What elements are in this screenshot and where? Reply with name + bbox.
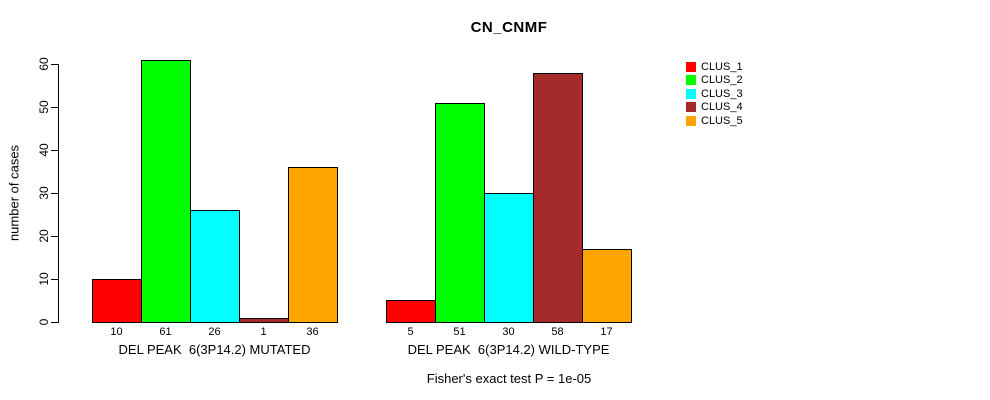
legend-label: CLUS_3 — [701, 87, 743, 100]
y-axis-tick — [51, 193, 58, 194]
y-axis-tick — [51, 64, 58, 65]
chart-title: CN_CNMF — [470, 19, 548, 36]
legend-item: CLUS_1 — [686, 60, 743, 74]
bar-value-label: 58 — [551, 326, 564, 338]
legend-swatch-clus_2 — [686, 75, 696, 86]
x-group-label: DEL PEAK 6(3P14.2) WILD-TYPE — [407, 342, 610, 357]
legend-swatch-clus_1 — [686, 61, 696, 72]
y-axis-tick-label: 40 — [37, 143, 51, 157]
bar-clus_3 — [484, 193, 534, 323]
y-axis-tick — [51, 236, 58, 237]
y-axis-label: number of cases — [6, 144, 22, 242]
legend-swatch-clus_5 — [686, 115, 696, 126]
bar-clus_5 — [288, 167, 338, 323]
bar-value-label: 30 — [502, 326, 515, 338]
y-axis-tick-label: 50 — [37, 100, 51, 114]
bar-clus_5 — [582, 249, 632, 323]
legend: CLUS_1 CLUS_2 CLUS_3 CLUS_4 CLUS_5 — [686, 60, 743, 128]
bar-value-label: 5 — [407, 326, 414, 338]
legend-label: CLUS_5 — [701, 114, 743, 127]
bar-value-label: 17 — [600, 326, 613, 338]
legend-label: CLUS_4 — [701, 101, 743, 114]
bar-value-label: 51 — [453, 326, 466, 338]
bar-clus_1 — [386, 300, 436, 323]
bar-value-label: 61 — [159, 326, 172, 338]
legend-item: CLUS_4 — [686, 101, 743, 115]
bar-value-label: 10 — [110, 326, 123, 338]
y-axis-tick — [51, 322, 58, 323]
legend-label: CLUS_1 — [701, 60, 743, 73]
legend-item: CLUS_5 — [686, 114, 743, 128]
bar-clus_2 — [141, 60, 191, 323]
annotation-fisher-test: Fisher's exact test P = 1e-05 — [426, 371, 592, 386]
y-axis-tick — [51, 107, 58, 108]
legend-swatch-clus_3 — [686, 88, 696, 99]
bar-value-label: 36 — [306, 326, 319, 338]
y-axis-tick-label: 0 — [37, 318, 51, 326]
bar-value-label: 26 — [208, 326, 221, 338]
legend-item: CLUS_3 — [686, 87, 743, 101]
bar-clus_2 — [435, 103, 485, 323]
bar-value-label: 1 — [260, 326, 267, 338]
bar-clus_3 — [190, 210, 240, 323]
y-axis-tick — [51, 279, 58, 280]
y-axis-tick-label: 60 — [37, 57, 51, 71]
y-axis-tick — [51, 150, 58, 151]
legend-swatch-clus_4 — [686, 102, 696, 113]
bar-clus_4 — [533, 73, 583, 323]
x-group-label: DEL PEAK 6(3P14.2) MUTATED — [118, 342, 311, 357]
y-axis-tick-label: 20 — [37, 229, 51, 243]
bar-clus_1 — [92, 279, 142, 323]
legend-label: CLUS_2 — [701, 74, 743, 87]
y-axis-line — [58, 64, 59, 323]
y-axis-tick-label: 10 — [37, 272, 51, 286]
y-axis-tick-label: 30 — [37, 186, 51, 200]
legend-item: CLUS_2 — [686, 74, 743, 88]
bar-clus_4 — [239, 318, 289, 323]
